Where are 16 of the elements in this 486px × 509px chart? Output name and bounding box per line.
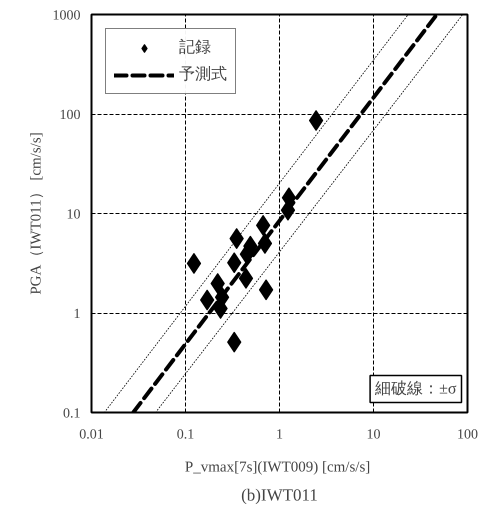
text: (b)IWT011: [241, 486, 318, 504]
x-tick-label: 0.1: [176, 428, 194, 442]
y-tick-label: 1: [74, 307, 80, 322]
x-axis-title: P_vmax[7s](IWT009) [cm/s/s]: [184, 460, 370, 476]
y-tick-label: 10: [66, 208, 80, 222]
x-tick-label: 1: [276, 428, 283, 442]
x-tick-label: 0.01: [79, 428, 104, 442]
y-tick-label: 100: [60, 108, 80, 123]
annotation: 細破線：±σ: [374, 380, 457, 398]
legend-label: 記録: [179, 38, 211, 58]
legend-label: 予測式: [179, 64, 227, 85]
x-tick-label: 100: [457, 428, 478, 442]
y-tick-label: 1000: [52, 8, 80, 24]
y-axis-title: PGA（IWT011） [cm/s/s]: [28, 132, 44, 295]
x-tick-label: 10: [366, 428, 380, 442]
y-tick-label: 0.1: [63, 406, 80, 422]
